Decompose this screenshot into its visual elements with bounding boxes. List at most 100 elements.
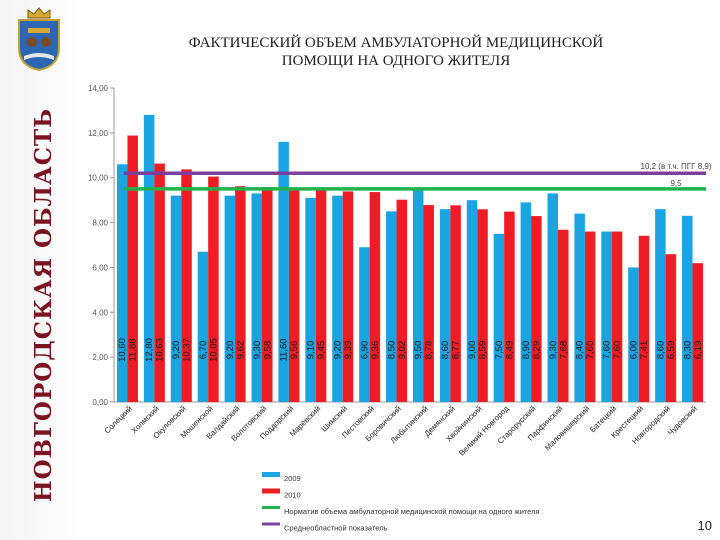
legend-swatch-1	[262, 472, 280, 477]
data-label-2009-4: 6,70	[198, 341, 209, 360]
bar-2010-18	[584, 231, 596, 402]
data-label-2010-11: 9,02	[397, 341, 408, 360]
y-tick-label: 0,00	[92, 398, 108, 407]
data-label-2010-4: 10,05	[208, 338, 219, 362]
bar-2010-15	[504, 211, 515, 402]
data-label-2010-7: 9,56	[289, 341, 300, 360]
legend-label-4: Среднеобластной показатель	[284, 524, 388, 533]
bar-2010-22	[692, 263, 704, 402]
category-label-15: Великий Новгород	[457, 404, 511, 458]
data-label-2010-13: 8,77	[451, 341, 462, 360]
bar-2009-16	[520, 202, 532, 402]
data-label-2010-16: 8,29	[531, 341, 542, 360]
legend-label-3: Норматив объема амбулаторной медицинской…	[284, 507, 539, 516]
data-label-2010-20: 7,41	[639, 341, 650, 360]
data-label-2010-2: 10,63	[155, 338, 166, 362]
bar-2010-6	[262, 187, 273, 402]
y-tick-label: 14,00	[88, 84, 109, 93]
coat-of-arms-icon	[18, 7, 60, 72]
bar-2010-1	[127, 135, 138, 402]
bar-2010-9	[342, 191, 354, 402]
bar-2009-15	[493, 233, 505, 402]
bar-2010-13	[450, 205, 461, 402]
y-tick-label: 10,00	[88, 174, 109, 183]
reference-line-label-1: 9,5	[670, 179, 682, 188]
data-label-2009-21: 8,60	[655, 341, 666, 360]
data-label-2010-6: 9,58	[262, 341, 273, 360]
data-label-2010-5: 9,62	[235, 341, 246, 360]
left-band	[0, 0, 80, 540]
page-number: 10	[697, 518, 712, 533]
y-tick-label: 8,00	[92, 219, 108, 228]
bar-2009-3	[170, 195, 182, 402]
bar-2009-21	[655, 209, 666, 402]
bar-2009-1	[116, 164, 128, 402]
bar-2009-11	[386, 211, 397, 402]
bar-2010-12	[423, 205, 434, 402]
data-label-2009-20: 6,00	[629, 341, 640, 360]
bar-2010-3	[181, 169, 192, 402]
bar-2009-4	[197, 251, 209, 402]
data-label-2009-8: 9,10	[306, 341, 317, 360]
bar-2009-5	[224, 195, 236, 402]
data-label-2009-19: 7,60	[602, 341, 613, 360]
bar-2010-8	[315, 190, 327, 402]
data-label-2009-18: 8,40	[575, 341, 586, 360]
legend-label-2: 2010	[284, 491, 301, 500]
bar-2010-21	[665, 254, 677, 402]
category-label-22: Чудовский	[666, 404, 699, 437]
data-label-2009-6: 9,30	[252, 341, 263, 360]
data-label-2009-11: 8,50	[386, 341, 397, 360]
data-label-2010-21: 6,59	[666, 341, 677, 360]
bar-2009-13	[439, 209, 451, 402]
bar-2010-2	[154, 163, 165, 402]
data-label-2010-9: 9,39	[343, 341, 354, 360]
bar-2009-12	[412, 188, 424, 402]
category-label-1: Солецкий	[103, 404, 134, 435]
bar-2009-20	[628, 267, 639, 402]
slide-title-line-2: ПОМОЩИ НА ОДНОГО ЖИТЕЛЯ	[281, 53, 511, 70]
slide-title: ФАКТИЧЕСКИЙ ОБЪЕМ АМБУЛАТОРНОЙ МЕДИЦИНСК…	[96, 34, 696, 70]
bar-2009-17	[547, 193, 558, 402]
bar-2009-9	[332, 195, 343, 402]
data-label-2009-13: 8,60	[440, 341, 451, 360]
y-tick-label: 4,00	[92, 308, 108, 317]
bar-2010-19	[611, 231, 623, 402]
data-label-2009-15: 7,50	[494, 341, 505, 360]
bar-2009-7	[278, 141, 289, 403]
data-label-2010-12: 8,78	[424, 341, 435, 360]
data-label-2009-5: 9,20	[225, 341, 236, 360]
data-label-2009-12: 9,50	[413, 341, 424, 360]
bar-2010-5	[235, 186, 246, 402]
data-label-2010-17: 7,68	[558, 341, 569, 360]
data-label-2009-1: 10,60	[117, 338, 128, 362]
data-label-2009-14: 9,00	[467, 341, 478, 360]
bar-2010-17	[558, 229, 569, 402]
bar-2010-10	[369, 192, 381, 402]
bar-2009-14	[466, 200, 478, 402]
data-label-2009-16: 8,90	[521, 341, 532, 360]
y-tick-label: 6,00	[92, 263, 108, 272]
data-label-2010-3: 10,37	[182, 338, 193, 362]
data-label-2009-17: 9,30	[548, 341, 559, 360]
bar-2009-18	[574, 213, 585, 402]
legend-swatch-2	[262, 488, 280, 494]
bar-2009-10	[359, 247, 370, 402]
data-label-2010-8: 9,45	[316, 341, 327, 360]
data-label-2010-22: 6,19	[693, 341, 704, 360]
bar-2010-11	[396, 199, 408, 402]
data-label-2010-18: 7,60	[585, 341, 596, 360]
bar-2010-20	[638, 235, 650, 402]
legend-label-1: 2009	[284, 474, 301, 483]
bar-2009-6	[251, 193, 262, 402]
slide-title-line-1: ФАКТИЧЕСКИЙ ОБЪЕМ АМБУЛАТОРНОЙ МЕДИЦИНСК…	[188, 35, 604, 52]
bar-2010-7	[288, 187, 300, 402]
data-label-2010-14: 8,59	[478, 341, 489, 360]
bar-2009-22	[682, 215, 693, 402]
y-tick-label: 2,00	[92, 353, 108, 362]
data-label-2010-10: 9,36	[370, 341, 381, 360]
data-label-2009-22: 8,30	[682, 341, 693, 360]
data-label-2010-1: 11,88	[128, 338, 139, 361]
y-tick-label: 12,00	[88, 129, 109, 138]
